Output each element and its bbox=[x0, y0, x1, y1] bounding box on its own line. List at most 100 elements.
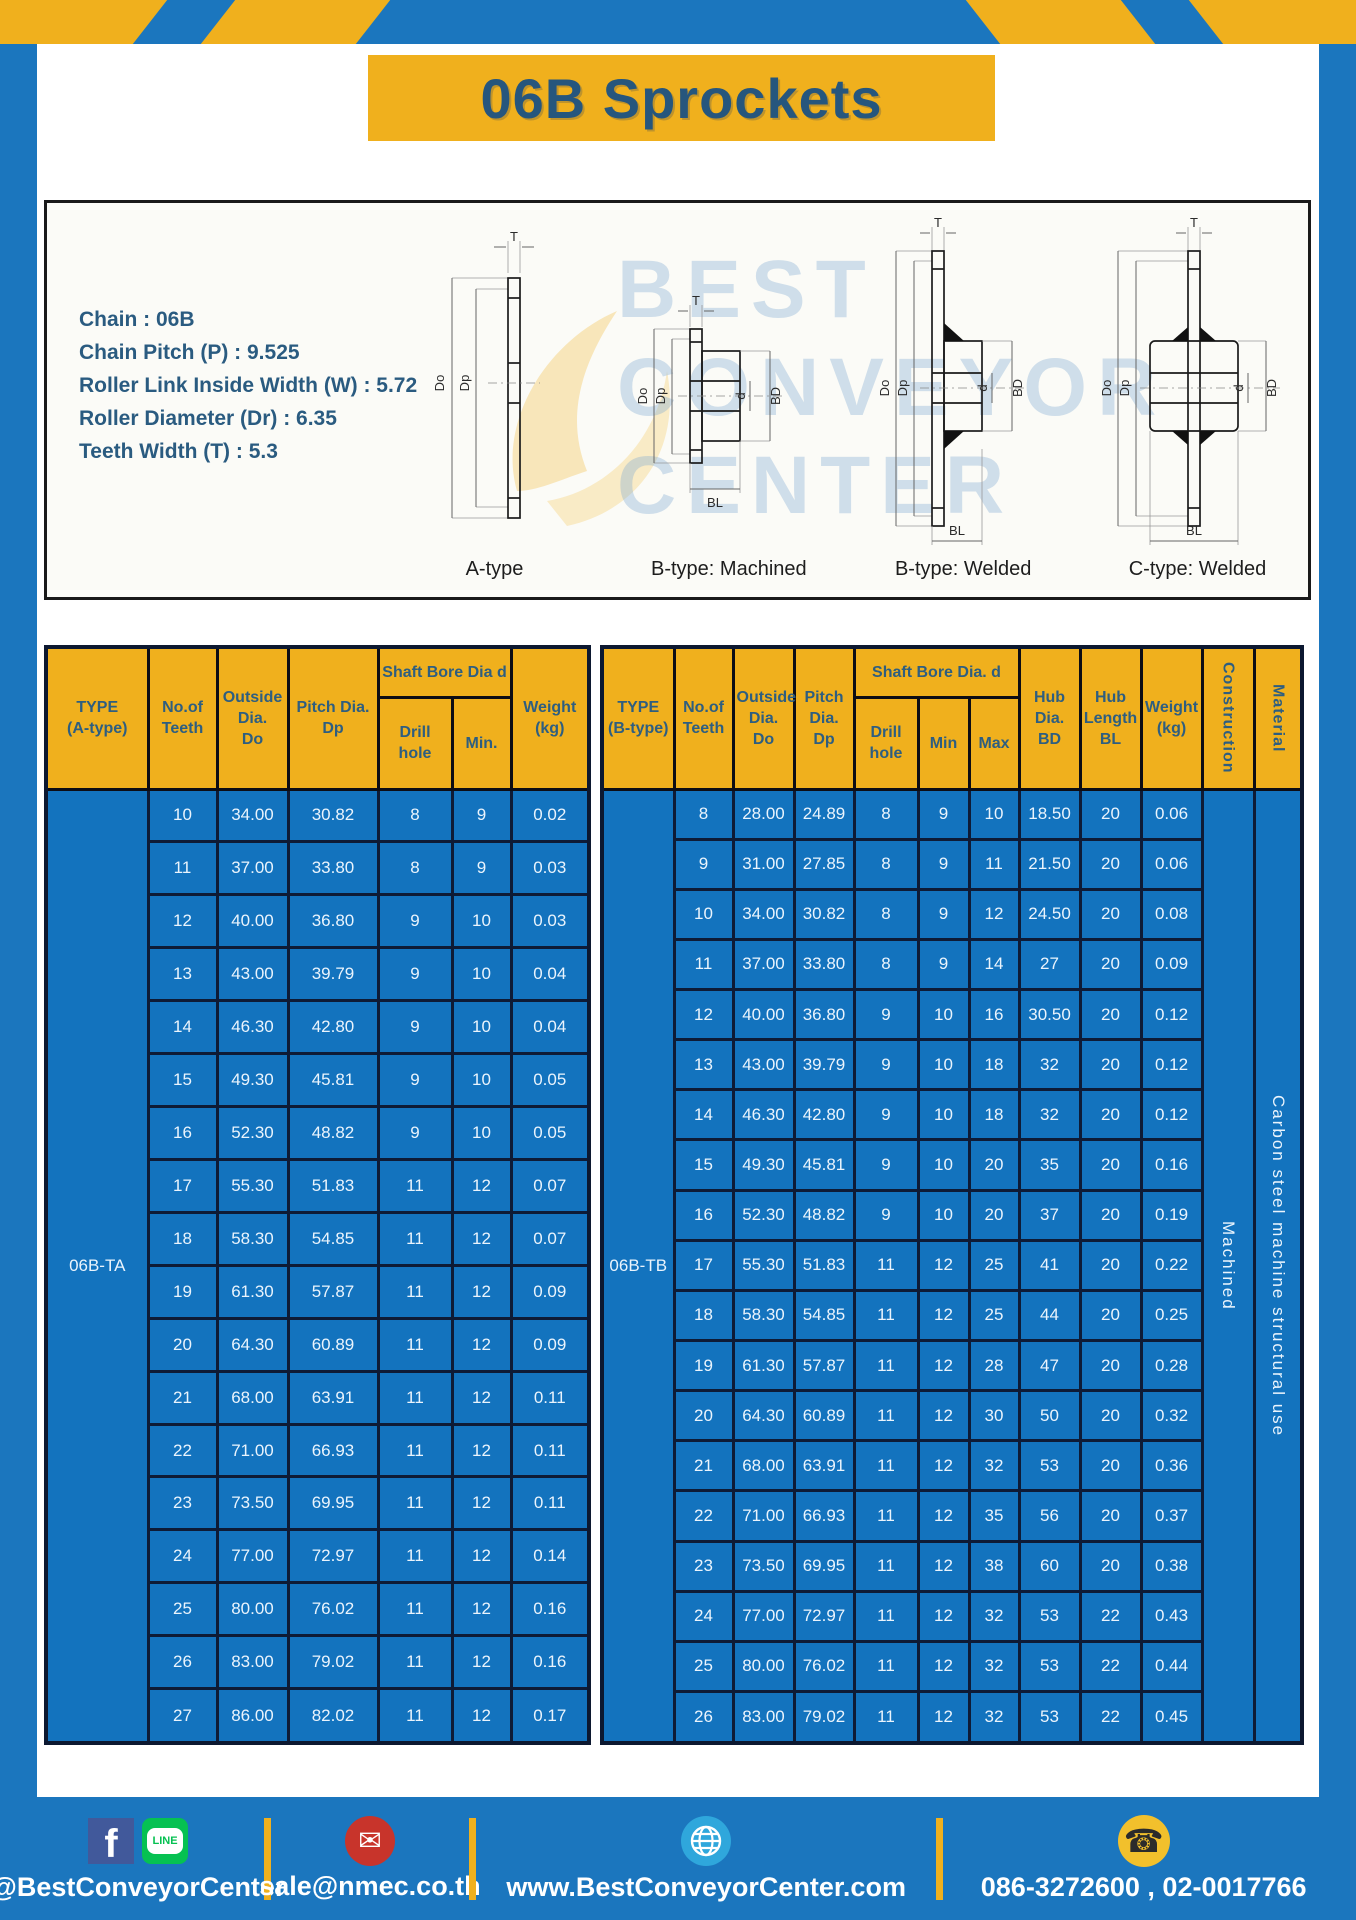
type-label: 06B-TA bbox=[44, 787, 150, 1745]
header-drill-hole: Drill hole bbox=[376, 695, 454, 791]
table-cell: 0.43 bbox=[1139, 1589, 1204, 1643]
table-cell: 77.00 bbox=[215, 1528, 290, 1585]
table-cell: 53 bbox=[1017, 1589, 1082, 1643]
table-cell: 53 bbox=[1017, 1639, 1082, 1694]
table-cell: 10 bbox=[967, 787, 1021, 841]
table-cell: 0.09 bbox=[509, 1263, 591, 1320]
table-cell: 20 bbox=[1078, 1439, 1143, 1493]
table-cell: 12 bbox=[916, 1539, 971, 1593]
footer-website: www.BestConveyorCenter.com bbox=[476, 1815, 936, 1903]
table-cell: 68.00 bbox=[215, 1369, 290, 1426]
table-cell: 12 bbox=[450, 1634, 513, 1691]
table-cell: 57.87 bbox=[792, 1339, 856, 1393]
table-cell: 0.05 bbox=[509, 1052, 591, 1109]
table-cell: 9 bbox=[376, 1052, 454, 1109]
table-cell: 79.02 bbox=[286, 1634, 380, 1691]
table-cell: 0.12 bbox=[1139, 988, 1204, 1042]
table-row: 27 86.00 82.02 11 12 0.17 bbox=[46, 1687, 591, 1745]
table-cell: 12 bbox=[967, 887, 1021, 941]
table-cell: 50 bbox=[1017, 1389, 1082, 1443]
table-cell: 16 bbox=[146, 1105, 219, 1161]
diagram-figures: T Do Dp A-type bbox=[392, 211, 1300, 596]
table-cell: 11 bbox=[146, 840, 219, 897]
table-cell: 12 bbox=[916, 1439, 971, 1493]
table-cell: 11 bbox=[376, 1157, 454, 1214]
diagram-a-type: T Do Dp A-type bbox=[392, 211, 597, 596]
diagram-b-type-welded: T Do Dp d bbox=[861, 211, 1066, 596]
svg-text:Do: Do bbox=[877, 380, 892, 397]
table-cell: 12 bbox=[450, 1528, 513, 1585]
table-row: 06B-TB 8 28.00 24.89 8 9 10 18.50 20 0.06 Machined… bbox=[600, 787, 1304, 1745]
table-cell: 32 bbox=[1017, 1038, 1082, 1092]
table-cell: 11 bbox=[852, 1639, 920, 1694]
page-title: 06B Sprockets bbox=[480, 66, 883, 130]
table-cell: 22 bbox=[1078, 1639, 1143, 1694]
table-cell: 0.36 bbox=[1139, 1439, 1204, 1493]
table-cell: 23 bbox=[672, 1539, 735, 1593]
table-cell: 0.17 bbox=[509, 1687, 591, 1745]
table-row: 12 40.00 36.80 9 10 16 30.50 20 0.12 bbox=[602, 988, 1302, 1042]
table-cell: 44 bbox=[1017, 1288, 1082, 1343]
table-cell: 0.16 bbox=[509, 1634, 591, 1691]
table-row: 17 55.30 51.83 11 12 25 41 20 0.22 bbox=[602, 1238, 1302, 1292]
table-cell: 0.08 bbox=[1139, 887, 1204, 941]
diagram-caption: B-type: Welded bbox=[894, 558, 1032, 580]
table-cell: 30.82 bbox=[286, 787, 380, 844]
table-cell: 20 bbox=[1078, 1038, 1143, 1092]
table-cell: 9 bbox=[376, 1105, 454, 1161]
table-cell: 0.03 bbox=[509, 893, 591, 950]
table-cell: 12 bbox=[672, 988, 735, 1042]
table-cell: 20 bbox=[1078, 1138, 1143, 1192]
table-cell: 66.93 bbox=[792, 1489, 856, 1543]
table-cell: 20 bbox=[1078, 1389, 1143, 1443]
table-row: 18 58.30 54.85 11 12 0.07 bbox=[46, 1210, 591, 1267]
table-cell: 77.00 bbox=[731, 1589, 796, 1643]
table-cell: 10 bbox=[916, 988, 971, 1042]
table-row: 16 52.30 48.82 9 10 0.05 bbox=[46, 1105, 591, 1161]
table-cell: 28.00 bbox=[731, 787, 796, 841]
svg-text:BD: BD bbox=[1010, 379, 1025, 397]
table-cell: 0.25 bbox=[1139, 1288, 1204, 1343]
table-cell: 9 bbox=[852, 988, 920, 1042]
table-cell: 27 bbox=[146, 1687, 219, 1745]
table-row: 13 43.00 39.79 9 10 0.04 bbox=[46, 946, 591, 1003]
svg-text:d: d bbox=[1231, 384, 1246, 391]
svg-text:d: d bbox=[733, 392, 748, 399]
table-cell: 12 bbox=[450, 1316, 513, 1373]
table-row: 13 43.00 39.79 9 10 18 32 20 0.12 bbox=[602, 1038, 1302, 1092]
table-cell: 20 bbox=[1078, 787, 1143, 841]
table-cell: 10 bbox=[916, 1188, 971, 1242]
table-cell: 18.50 bbox=[1017, 787, 1082, 841]
stripe-decoration bbox=[1184, 0, 1356, 44]
diagram-c-type-welded: T Do Dp bbox=[1095, 211, 1300, 596]
construction-value: Machined bbox=[1200, 787, 1256, 1745]
title-banner: 06B Sprockets bbox=[368, 55, 995, 141]
table-cell: 12 bbox=[146, 893, 219, 950]
table-cell: 0.16 bbox=[1139, 1138, 1204, 1192]
table-cell: 10 bbox=[450, 893, 513, 950]
table-cell: 15 bbox=[672, 1138, 735, 1192]
table-cell: 47 bbox=[1017, 1339, 1082, 1393]
table-cell: 20 bbox=[146, 1316, 219, 1373]
footer-website-url: www.BestConveyorCenter.com bbox=[506, 1871, 906, 1902]
table-cell: 11 bbox=[852, 1489, 920, 1543]
table-cell: 11 bbox=[852, 1690, 920, 1745]
table-cell: 14 bbox=[146, 999, 219, 1056]
svg-text:Do: Do bbox=[1102, 380, 1114, 397]
table-cell: 10 bbox=[916, 1088, 971, 1142]
table-row: 9 31.00 27.85 8 9 11 21.50 20 0.06 bbox=[602, 837, 1302, 891]
table-cell: 40.00 bbox=[215, 893, 290, 950]
top-stripe-band bbox=[0, 0, 1356, 44]
header-pitch-dia: Pitch Dia. Dp bbox=[792, 645, 856, 791]
table-cell: 48.82 bbox=[286, 1105, 380, 1161]
table-cell: 43.00 bbox=[215, 946, 290, 1003]
table-cell: 25 bbox=[967, 1238, 1021, 1292]
table-cell: 37.00 bbox=[731, 937, 796, 992]
table-cell: 60 bbox=[1017, 1539, 1082, 1593]
table-cell: 11 bbox=[852, 1589, 920, 1643]
table-row: 15 49.30 45.81 9 10 20 35 20 0.16 bbox=[602, 1138, 1302, 1192]
table-row: 24 77.00 72.97 11 12 32 53 22 0.43 bbox=[602, 1589, 1302, 1643]
table-cell: 69.95 bbox=[286, 1475, 380, 1532]
header-shaft-bore: Shaft Bore Dia. d bbox=[852, 645, 1021, 699]
svg-text:T: T bbox=[692, 293, 700, 308]
